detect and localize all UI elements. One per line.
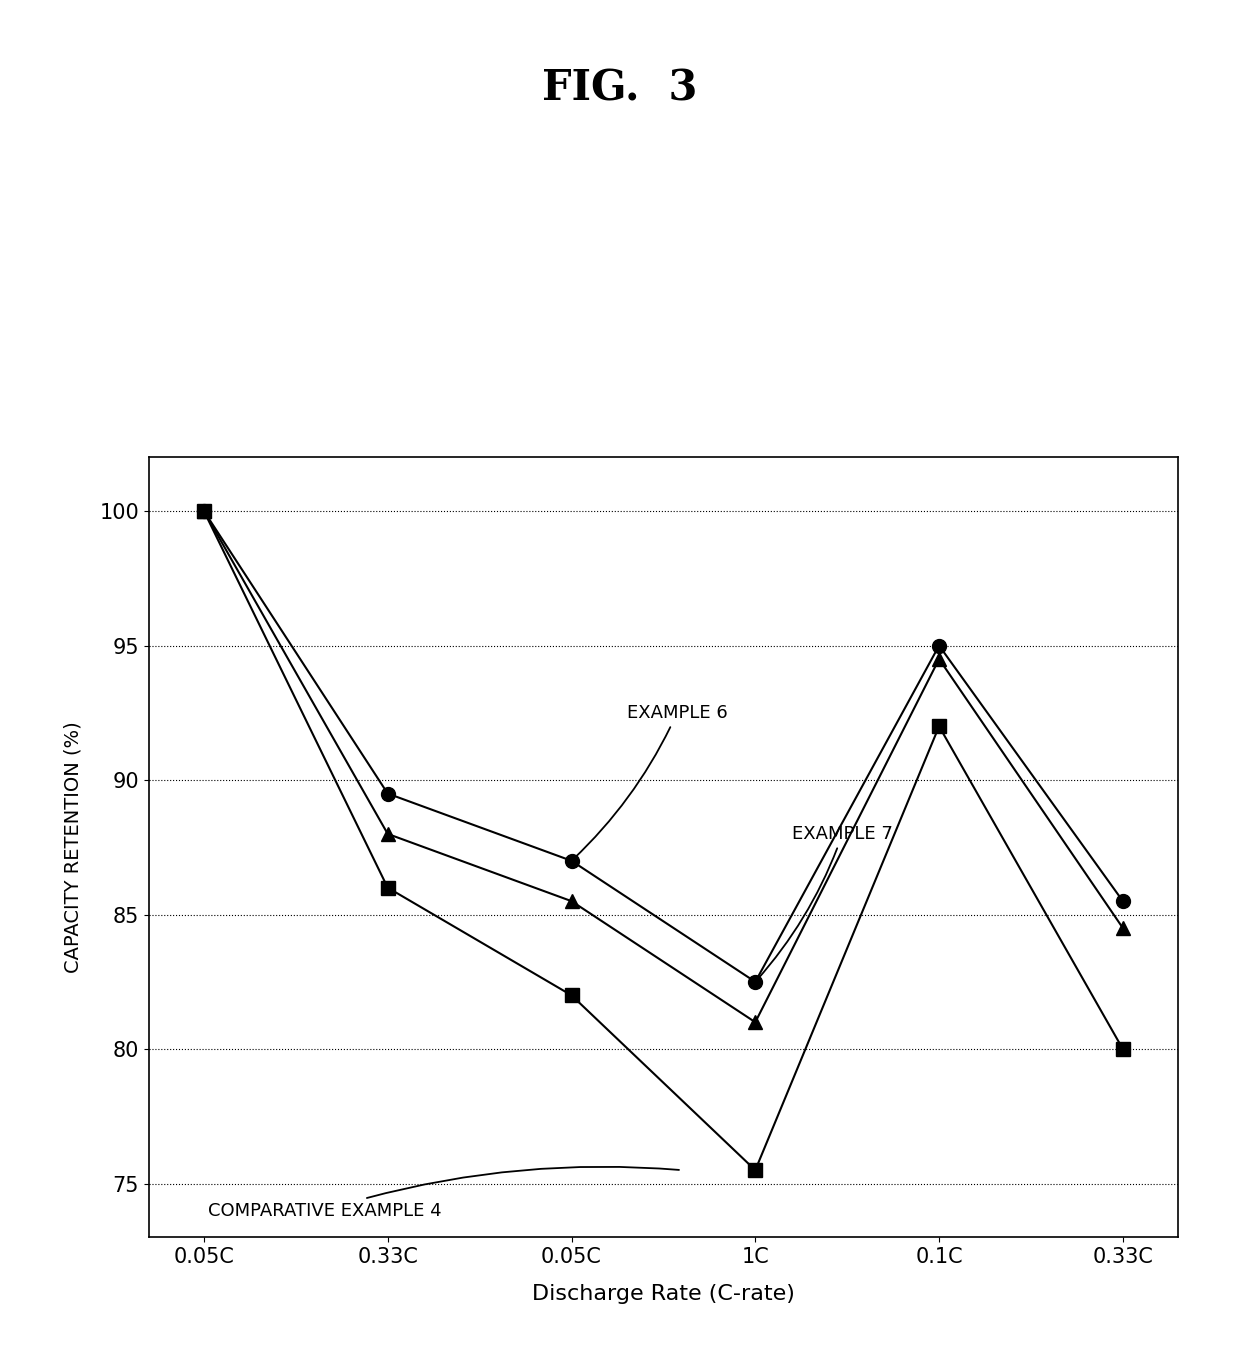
Text: EXAMPLE 6: EXAMPLE 6	[574, 703, 728, 859]
Text: EXAMPLE 7: EXAMPLE 7	[758, 824, 893, 979]
Y-axis label: CAPACITY RETENTION (%): CAPACITY RETENTION (%)	[63, 721, 83, 974]
Text: COMPARATIVE EXAMPLE 4: COMPARATIVE EXAMPLE 4	[207, 1166, 680, 1220]
X-axis label: Discharge Rate (C-rate): Discharge Rate (C-rate)	[532, 1283, 795, 1303]
Text: FIG.  3: FIG. 3	[542, 67, 698, 109]
